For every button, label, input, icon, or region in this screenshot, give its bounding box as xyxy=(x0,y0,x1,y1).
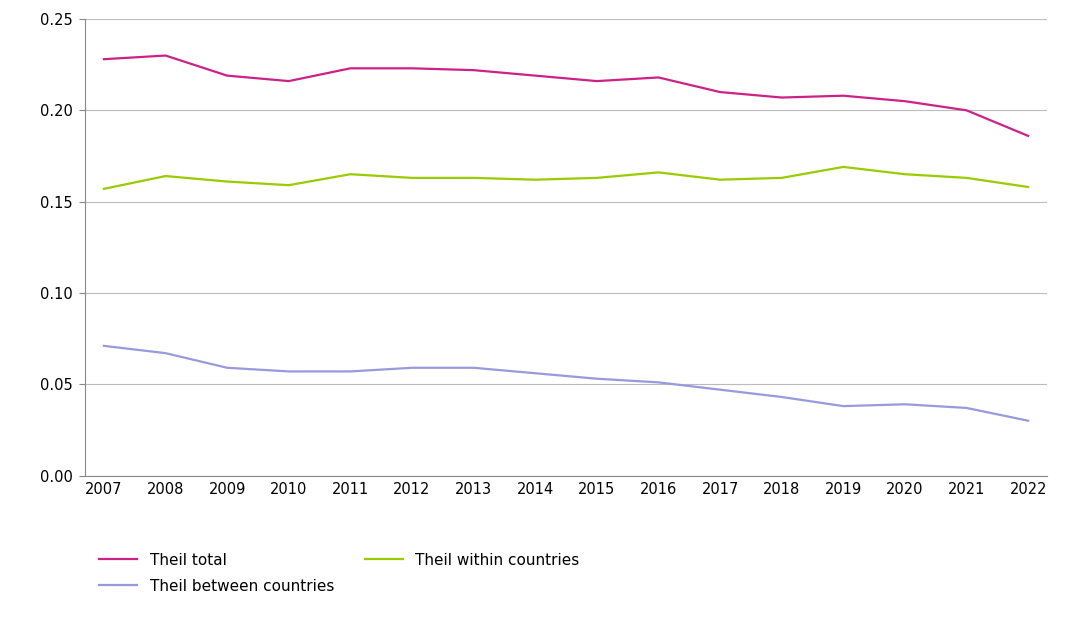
Theil between countries xyxy=(591,375,603,382)
Theil between countries xyxy=(713,386,726,394)
Theil between countries xyxy=(653,378,665,386)
Theil within countries xyxy=(282,181,295,189)
Theil between countries xyxy=(898,401,911,408)
Line: Theil between countries: Theil between countries xyxy=(104,346,1028,421)
Theil between countries xyxy=(1022,417,1035,425)
Theil total xyxy=(344,65,357,72)
Theil total xyxy=(898,98,911,105)
Theil between countries xyxy=(159,349,172,357)
Theil within countries xyxy=(97,185,110,193)
Theil within countries xyxy=(837,163,850,171)
Theil total xyxy=(406,65,419,72)
Theil total xyxy=(467,67,480,74)
Theil between countries xyxy=(775,393,788,401)
Theil between countries xyxy=(467,364,480,372)
Theil within countries xyxy=(159,172,172,180)
Theil total xyxy=(1022,132,1035,139)
Line: Theil total: Theil total xyxy=(104,56,1028,136)
Legend: Theil total, Theil between countries, Theil within countries: Theil total, Theil between countries, Th… xyxy=(93,547,585,600)
Theil total xyxy=(97,55,110,63)
Theil between countries xyxy=(529,370,541,377)
Theil between countries xyxy=(97,342,110,350)
Theil within countries xyxy=(591,174,603,182)
Theil total xyxy=(282,77,295,85)
Theil between countries xyxy=(282,368,295,375)
Theil within countries xyxy=(221,178,234,185)
Theil between countries xyxy=(221,364,234,372)
Theil total xyxy=(653,74,665,81)
Theil between countries xyxy=(344,368,357,375)
Theil within countries xyxy=(775,174,788,182)
Theil within countries xyxy=(344,171,357,178)
Theil total xyxy=(221,72,234,79)
Theil within countries xyxy=(467,174,480,182)
Theil total xyxy=(529,72,541,79)
Theil within countries xyxy=(713,176,726,183)
Theil within countries xyxy=(653,169,665,176)
Theil total xyxy=(960,107,973,114)
Theil within countries xyxy=(960,174,973,182)
Theil total xyxy=(159,52,172,60)
Theil total xyxy=(713,88,726,96)
Theil within countries xyxy=(898,171,911,178)
Theil within countries xyxy=(406,174,419,182)
Theil total xyxy=(591,77,603,85)
Theil within countries xyxy=(529,176,541,183)
Theil between countries xyxy=(837,403,850,410)
Theil total xyxy=(837,92,850,100)
Theil between countries xyxy=(406,364,419,372)
Line: Theil within countries: Theil within countries xyxy=(104,167,1028,189)
Theil total xyxy=(775,94,788,101)
Theil within countries xyxy=(1022,183,1035,191)
Theil between countries xyxy=(960,404,973,411)
